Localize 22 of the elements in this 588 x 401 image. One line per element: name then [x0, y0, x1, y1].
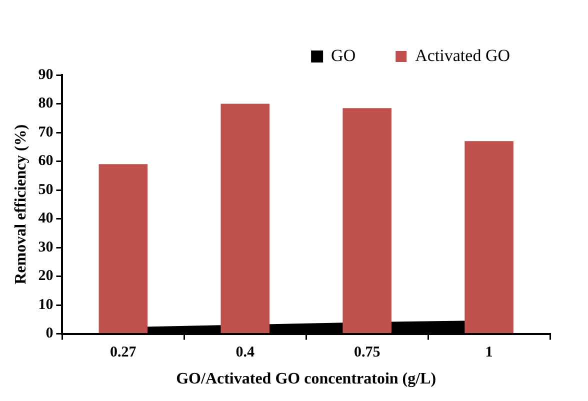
legend-label: Activated GO	[415, 46, 510, 65]
x-axis-title: GO/Activated GO concentratoin (g/L)	[176, 370, 436, 388]
y-tick-label: 10	[38, 296, 54, 313]
x-tick-label: 0.75	[354, 344, 380, 361]
bar	[464, 141, 514, 334]
bar	[220, 104, 270, 334]
y-tick-label: 40	[38, 210, 54, 227]
x-tick-label: 0.27	[110, 344, 137, 361]
y-tick-label: 20	[38, 268, 54, 284]
x-tick-label: 0.4	[236, 344, 255, 361]
bar	[342, 108, 392, 334]
y-axis-title: Removal efficiency (%)	[12, 124, 30, 284]
y-tick-label: 70	[38, 124, 54, 140]
y-tick-label: 30	[38, 239, 54, 256]
bar	[98, 164, 148, 334]
y-tick-label: 90	[38, 66, 54, 83]
y-tick-label: 80	[38, 96, 54, 112]
y-tick-label: 0	[46, 326, 54, 342]
y-tick-label: 60	[38, 153, 54, 170]
x-tick-label: 1	[485, 344, 493, 361]
legend-label: GO	[331, 46, 356, 65]
y-tick-label: 50	[38, 182, 54, 198]
